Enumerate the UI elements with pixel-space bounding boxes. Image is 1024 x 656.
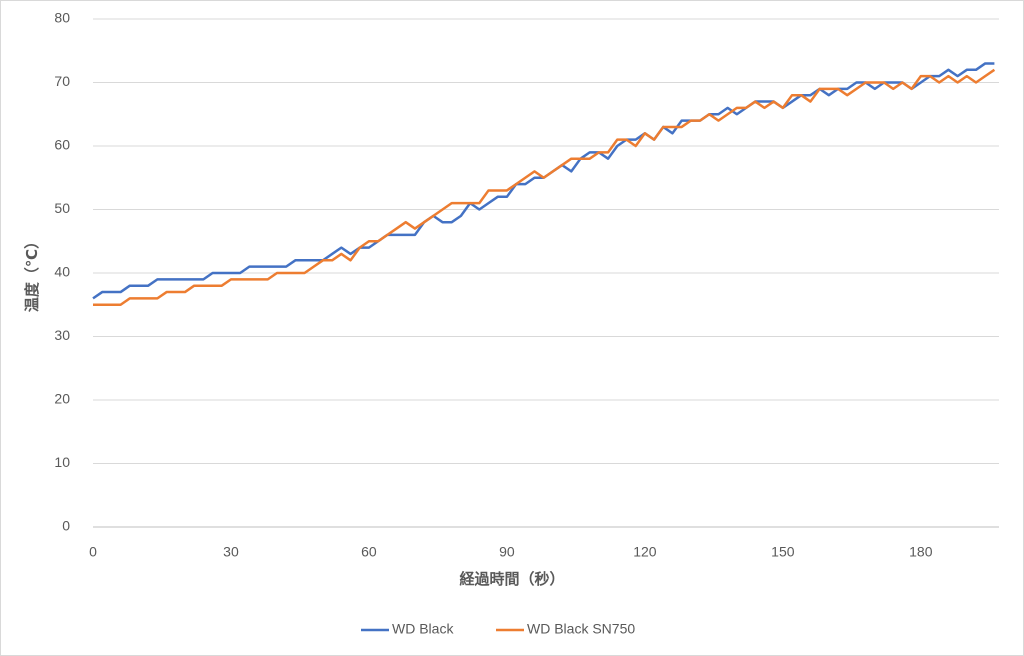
y-tick-label: 0: [62, 518, 70, 534]
y-tick-label: 40: [54, 264, 70, 280]
x-tick-label: 60: [361, 544, 377, 560]
x-tick-label: 180: [909, 544, 933, 560]
legend-label: WD Black SN750: [527, 621, 635, 637]
y-tick-label: 80: [54, 10, 70, 26]
y-axis-title: 温度（℃）: [23, 234, 41, 312]
x-tick-label: 150: [771, 544, 795, 560]
y-tick-label: 30: [54, 327, 70, 343]
x-tick-label: 120: [633, 544, 657, 560]
x-tick-label: 90: [499, 544, 515, 560]
x-axis-title: 経過時間（秒）: [459, 570, 564, 588]
y-tick-label: 50: [54, 200, 70, 216]
x-tick-label: 30: [223, 544, 239, 560]
x-tick-label: 0: [89, 544, 97, 560]
y-tick-label: 10: [54, 454, 70, 470]
y-tick-label: 70: [54, 73, 70, 89]
legend-label: WD Black: [392, 621, 454, 637]
line-series: [93, 68, 996, 306]
y-tick-label: 60: [54, 137, 70, 153]
y-tick-label: 20: [54, 391, 70, 407]
